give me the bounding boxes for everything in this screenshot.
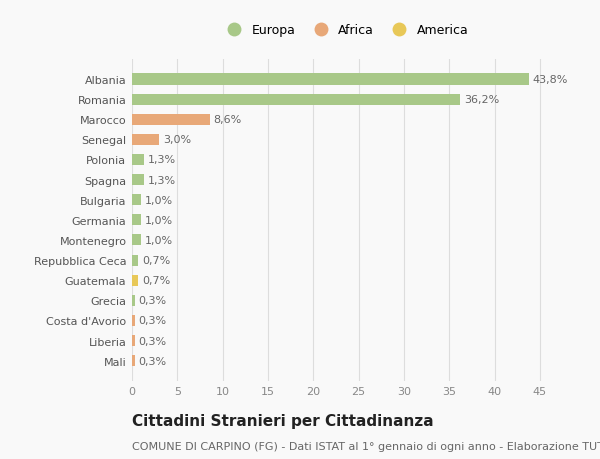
Bar bbox=[132, 74, 529, 85]
Text: 1,0%: 1,0% bbox=[145, 215, 173, 225]
Text: 0,7%: 0,7% bbox=[142, 275, 170, 285]
Text: 0,7%: 0,7% bbox=[142, 256, 170, 265]
Bar bbox=[132, 275, 139, 286]
Bar bbox=[132, 295, 135, 306]
Text: 8,6%: 8,6% bbox=[214, 115, 242, 125]
Text: 1,3%: 1,3% bbox=[148, 155, 176, 165]
Text: 3,0%: 3,0% bbox=[163, 135, 191, 145]
Bar bbox=[132, 355, 135, 366]
Bar bbox=[132, 134, 159, 146]
Bar bbox=[132, 255, 139, 266]
Bar bbox=[132, 315, 135, 326]
Bar bbox=[132, 235, 141, 246]
Bar bbox=[132, 215, 141, 226]
Text: 1,0%: 1,0% bbox=[145, 195, 173, 205]
Bar bbox=[132, 155, 144, 166]
Bar bbox=[132, 95, 460, 106]
Text: 43,8%: 43,8% bbox=[533, 75, 568, 85]
Text: 0,3%: 0,3% bbox=[139, 316, 166, 326]
Legend: Europa, Africa, America: Europa, Africa, America bbox=[222, 24, 468, 37]
Bar bbox=[132, 335, 135, 346]
Text: 0,3%: 0,3% bbox=[139, 336, 166, 346]
Text: COMUNE DI CARPINO (FG) - Dati ISTAT al 1° gennaio di ogni anno - Elaborazione TU: COMUNE DI CARPINO (FG) - Dati ISTAT al 1… bbox=[132, 441, 600, 451]
Bar bbox=[132, 195, 141, 206]
Bar bbox=[132, 114, 210, 125]
Text: Cittadini Stranieri per Cittadinanza: Cittadini Stranieri per Cittadinanza bbox=[132, 413, 434, 428]
Text: 1,0%: 1,0% bbox=[145, 235, 173, 246]
Text: 1,3%: 1,3% bbox=[148, 175, 176, 185]
Text: 36,2%: 36,2% bbox=[464, 95, 499, 105]
Bar bbox=[132, 174, 144, 186]
Text: 0,3%: 0,3% bbox=[139, 356, 166, 366]
Text: 0,3%: 0,3% bbox=[139, 296, 166, 306]
